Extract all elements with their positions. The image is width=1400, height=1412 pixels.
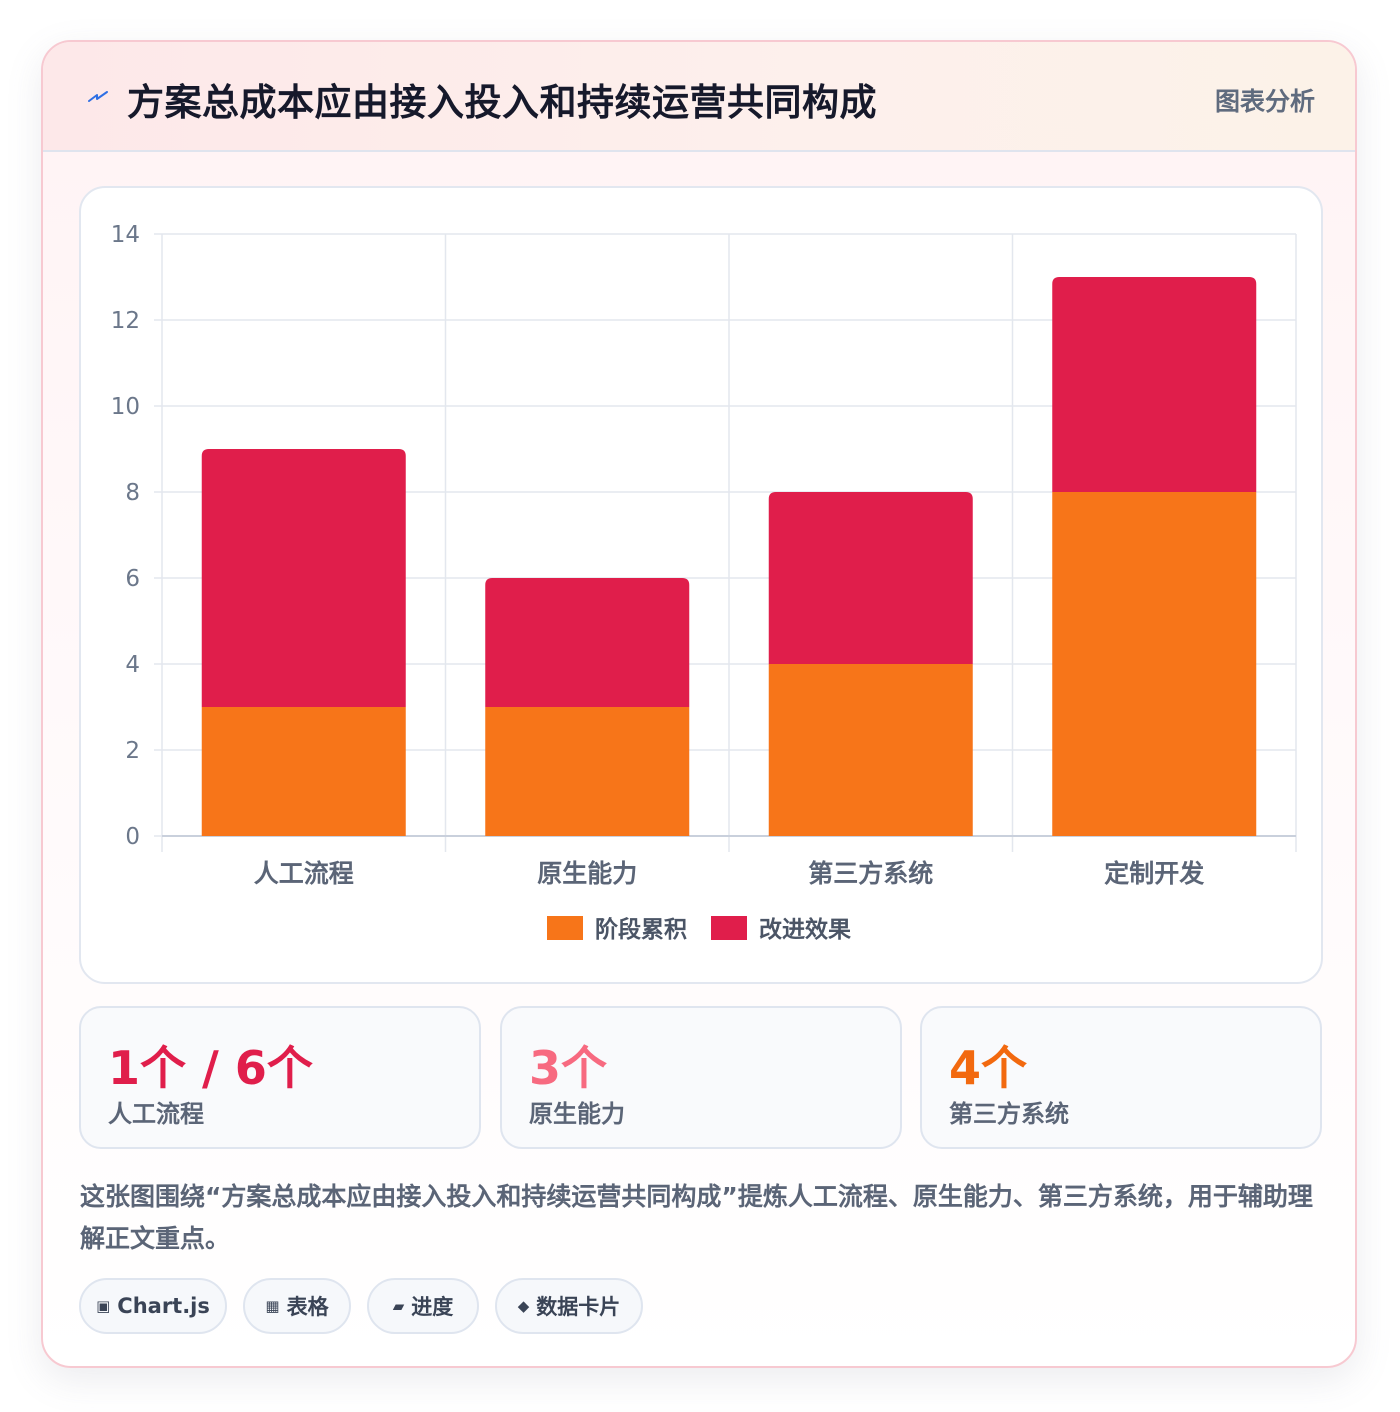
y-tick-label: 14 [111,222,140,248]
pill-label: Chart.js [117,1294,210,1318]
bar-segment [201,449,406,707]
x-tick-label: 人工流程 [254,859,354,888]
pill-data-card[interactable]: ◆ 数据卡片 [495,1278,643,1334]
chart-description: 这张图围绕“方案总成本应由接入投入和持续运营共同构成”提炼人工流程、原生能力、第… [80,1182,1313,1253]
bar-segment [1052,492,1257,836]
progress-icon: ▰ [392,1297,405,1315]
chart-card: 方案总成本应由接入投入和持续运营共同构成 图表分析 0 2 4 6 8 10 12 14 人工流… [41,40,1357,1368]
x-tick-label: 原生能力 [537,859,637,888]
y-tick-label: 10 [111,394,140,420]
bar-segment [1052,277,1257,492]
pill-label: 表格 [286,1295,329,1319]
pill-table[interactable]: ▦ 表格 [243,1278,351,1334]
y-tick-label: 4 [125,652,140,678]
x-tick-label: 定制开发 [1104,859,1204,888]
chart-analysis-tag: 图表分析 [1214,87,1315,116]
card-header: 方案总成本应由接入投入和持续运营共同构成 图表分析 [43,42,1355,152]
pill-chartjs[interactable]: ▣ Chart.js [79,1278,227,1334]
legend-label: 改进效果 [759,916,851,943]
stat-label: 人工流程 [108,1100,204,1128]
pill-label: 进度 [411,1295,454,1319]
lightning-icon [88,91,108,102]
stat-label: 第三方系统 [949,1100,1069,1128]
stat-value: 4个 [949,1041,1028,1095]
stat-value: 3个 [529,1041,608,1095]
chart-icon: ▣ [96,1297,111,1315]
diamond-icon: ◆ [517,1297,530,1315]
stat-card-manual: 1个 / 6个 人工流程 [79,1006,481,1149]
x-tick-label: 第三方系统 [808,859,933,888]
y-tick-label: 6 [125,566,140,592]
stat-value: 1个 / 6个 [108,1041,313,1095]
bar-segment [485,578,690,707]
pill-label: 数据卡片 [536,1295,621,1319]
chart-panel: 0 2 4 6 8 10 12 14 人工流程 原生能力 第三方系统 定制开发阶段累积 改进效果 [79,186,1323,984]
legend-swatch [711,916,747,940]
bar-segment [768,664,973,836]
legend-label: 阶段累积 [595,916,687,943]
chart-title: 方案总成本应由接入投入和持续运营共同构成 [127,81,877,124]
y-tick-label: 2 [125,738,140,764]
stat-card-third-party: 4个 第三方系统 [920,1006,1322,1149]
pill-progress[interactable]: ▰ 进度 [367,1278,479,1334]
legend-swatch [547,916,583,940]
y-tick-label: 8 [125,480,140,506]
table-icon: ▦ [265,1297,280,1315]
bar-segment [201,707,406,836]
y-tick-label: 0 [125,824,140,850]
bar-segment [485,707,690,836]
bar-segment [768,492,973,664]
stat-label: 原生能力 [529,1100,625,1128]
y-tick-label: 12 [111,308,140,334]
stat-card-native: 3个 原生能力 [500,1006,902,1149]
